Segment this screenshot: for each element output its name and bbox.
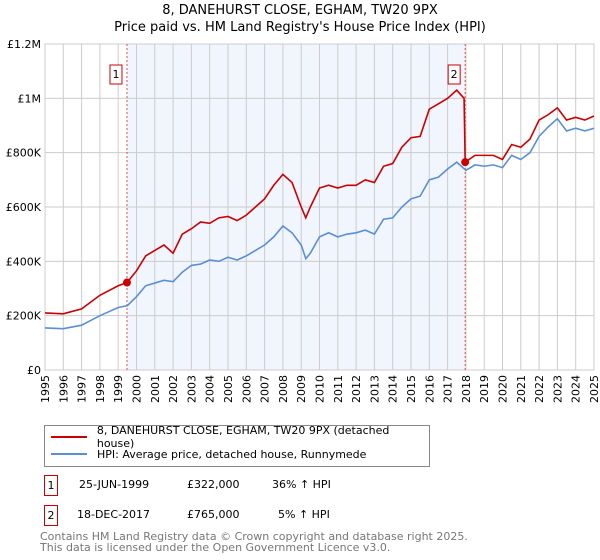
price-chart: 1995 1996 1997 1998 1999 2000 2001 2002 2003 2004… [6,38,600,403]
series-line-hpi [44,117,595,330]
x-tick-label: 2016 [423,375,436,403]
y-tick-label: £1.2M [7,38,41,51]
x-tick-label: 2013 [368,375,381,403]
x-tick-label: 2001 [149,375,162,403]
legend-label: HPI: Average price, detached house, Runn… [97,447,367,461]
y-tick-label: £200K [6,310,42,323]
x-tick-label: 2012 [350,375,363,403]
y-tick-label: £400K [6,255,42,268]
legend-item-hpi: HPI: Average price, detached house, Runn… [51,446,366,462]
sale-label: 1 [112,68,119,81]
chart-subtitle: Price paid vs. HM Land Registry's House … [114,20,486,35]
x-tick-label: 2003 [185,375,198,403]
sale-label: 2 [451,68,458,81]
legend-label: 8, DANEHURST CLOSE, EGHAM, TW20 9PX (det… [96,424,390,450]
legend: 8, DANEHURST CLOSE, EGHAM, TW20 9PX (det… [44,424,430,467]
transaction-hpi: 36% ↑ HPI [272,478,331,491]
x-tick-label: 2023 [551,375,564,403]
x-tick-label: 2006 [240,375,253,403]
x-tick-label: 1997 [76,375,89,403]
y-tick-label: £0 [27,364,41,377]
x-tick-label: 1998 [94,375,107,403]
x-tick-label: 2021 [515,375,528,403]
x-tick-label: 2018 [460,375,473,403]
x-tick-label: 2005 [222,375,235,403]
series-line-property [44,89,595,315]
x-tick-label: 2008 [277,375,290,403]
x-tick-label: 2010 [314,375,327,403]
transaction-price: £322,000 [187,478,240,491]
transaction-badge: 1 [44,475,58,496]
x-tick-label: 1995 [39,375,52,403]
x-tick-label: 2011 [332,375,345,403]
transaction-date: 25-JUN-1999 [79,478,150,491]
legend-item-property: 8, DANEHURST CLOSE, EGHAM, TW20 9PX (det… [51,424,429,450]
x-tick-label: 2022 [533,375,546,403]
x-tick-label: 2007 [259,375,272,403]
transaction-hpi: 5% ↑ HPI [278,508,330,521]
chart-title: 8, DANEHURST CLOSE, EGHAM, TW20 9PX [162,3,438,18]
x-tick-label: 2025 [588,375,600,403]
x-tick-label: 2002 [167,375,180,403]
sale-point [122,278,131,287]
sale-label-box [447,64,461,85]
x-tick-label: 2014 [387,375,400,403]
footer-copyright: Contains HM Land Registry data © Crown c… [40,530,468,543]
footer-licence: This data is licensed under the Open Gov… [40,541,391,554]
plot-frame [44,43,595,371]
transaction-date: 18-DEC-2017 [77,508,151,521]
sale-label-box [109,64,123,85]
legend-swatch-blue [51,453,87,455]
y-tick-label: £600K [6,201,42,214]
x-tick-label: 2024 [570,375,583,403]
x-tick-label: 2004 [204,375,217,403]
x-tick-label: 2015 [405,375,418,403]
transaction-price: £765,000 [187,508,240,521]
y-tick-label: £1M [18,92,42,105]
x-tick-label: 2017 [442,375,455,403]
x-tick-label: 2009 [295,375,308,403]
x-tick-label: 1996 [57,375,70,403]
transaction-badge: 2 [44,505,58,526]
y-tick-label: £800K [6,147,42,160]
x-tick-label: 2019 [478,375,491,403]
sale-point [461,158,470,167]
x-tick-label: 2020 [497,375,510,403]
x-tick-label: 1999 [112,375,125,403]
legend-swatch-red [51,436,87,438]
x-tick-label: 2000 [131,375,144,403]
